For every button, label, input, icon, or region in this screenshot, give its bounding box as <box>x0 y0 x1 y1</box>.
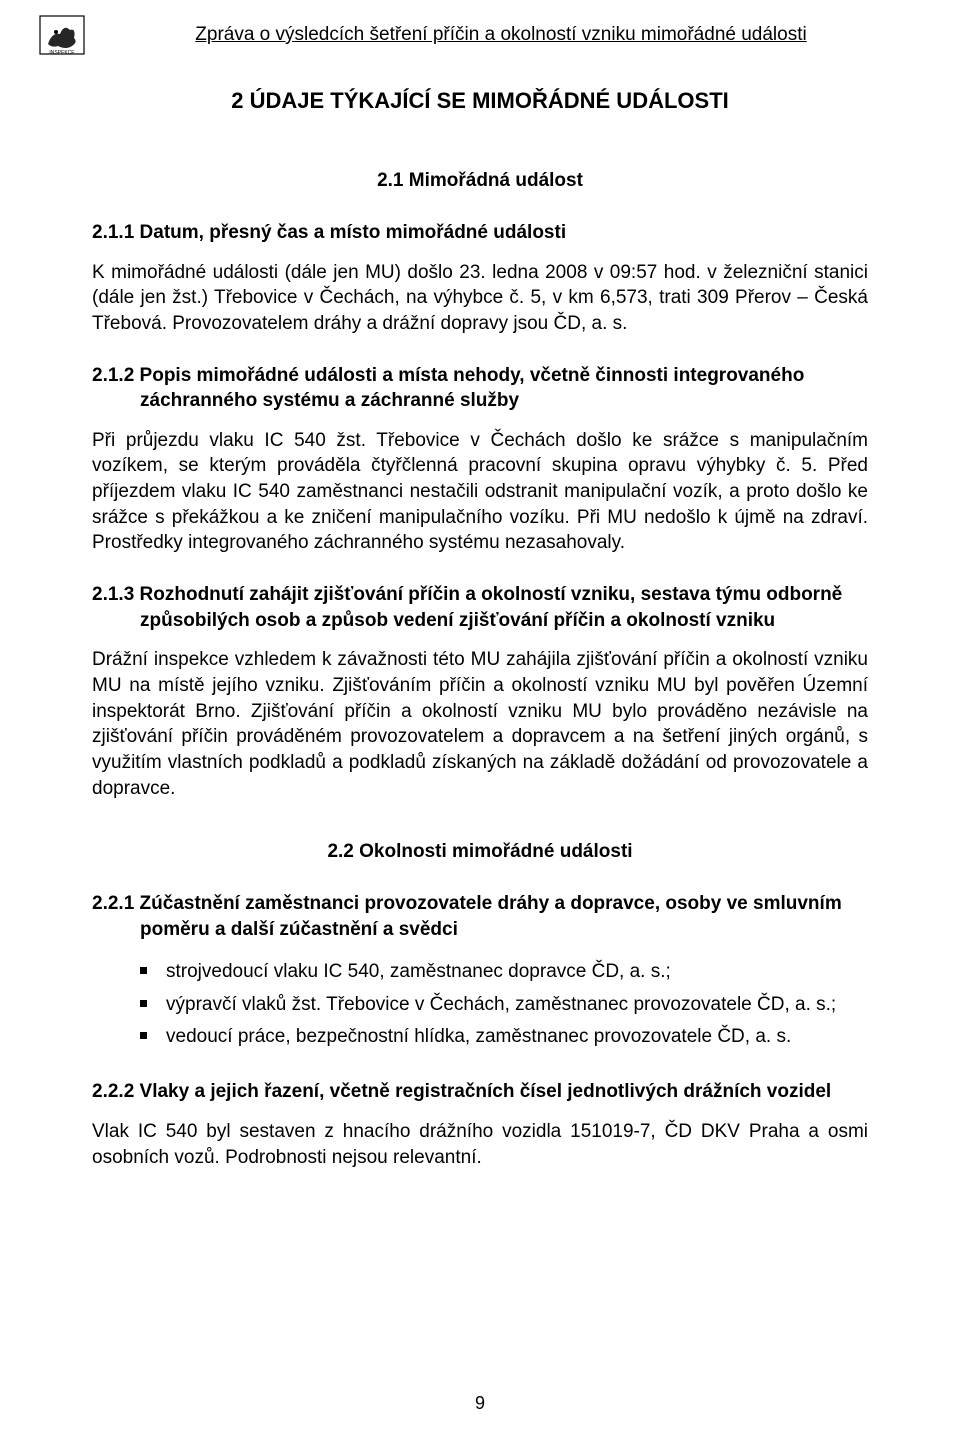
section-2-1-2-body: Při průjezdu vlaku IC 540 žst. Třebovice… <box>92 428 868 556</box>
heading-line: 2.1.3 Rozhodnutí zahájit zjišťování příč… <box>92 584 842 605</box>
section-2-1-3-body: Drážní inspekce vzhledem k závažnosti té… <box>92 647 868 801</box>
list-item: vedoucí práce, bezpečnostní hlídka, zamě… <box>140 1021 868 1053</box>
heading-line: 2.1.2 Popis mimořádné události a místa n… <box>92 365 804 386</box>
heading-line: způsobilých osob a způsob vedení zjišťov… <box>92 608 868 634</box>
page-header: INSPEKCE Zpráva o výsledcích šetření pří… <box>0 14 960 56</box>
page-content: 2 ÚDAJE TÝKAJÍCÍ SE MIMOŘÁDNÉ UDÁLOSTI 2… <box>92 88 868 1184</box>
heading-line: poměru a další zúčastnění a svědci <box>92 917 868 943</box>
section-2-2-1-title: 2.2.1 Zúčastnění zaměstnanci provozovate… <box>92 891 868 942</box>
section-2-2-2-body: Vlak IC 540 byl sestaven z hnacího drážn… <box>92 1119 868 1170</box>
section-2-1-2-title: 2.1.2 Popis mimořádné události a místa n… <box>92 363 868 414</box>
report-header-title: Zpráva o výsledcích šetření příčin a oko… <box>86 24 904 46</box>
svg-text:INSPEKCE: INSPEKCE <box>49 50 75 56</box>
section-2-1-3-title: 2.1.3 Rozhodnutí zahájit zjišťování příč… <box>92 582 868 633</box>
section-2-1-1-body: K mimořádné události (dále jen MU) došlo… <box>92 260 868 337</box>
section-2-2-title: 2.2 Okolnosti mimořádné události <box>92 841 868 863</box>
section-2-1-title: 2.1 Mimořádná událost <box>92 170 868 192</box>
section-2-1-1-title: 2.1.1 Datum, přesný čas a místo mimořádn… <box>92 220 868 246</box>
page-number: 9 <box>0 1393 960 1414</box>
heading-line: 2.2.1 Zúčastnění zaměstnanci provozovate… <box>92 893 842 914</box>
list-item: výpravčí vlaků žst. Třebovice v Čechách,… <box>140 989 868 1021</box>
section-2-title: 2 ÚDAJE TÝKAJÍCÍ SE MIMOŘÁDNÉ UDÁLOSTI <box>92 88 868 114</box>
participants-list: strojvedoucí vlaku IC 540, zaměstnanec d… <box>92 956 868 1053</box>
list-item: strojvedoucí vlaku IC 540, zaměstnanec d… <box>140 956 868 988</box>
heading-line: záchranného systému a záchranné služby <box>92 388 868 414</box>
agency-logo: INSPEKCE <box>38 14 86 56</box>
lion-emblem-icon: INSPEKCE <box>38 14 86 56</box>
section-2-2-2-title: 2.2.2 Vlaky a jejich řazení, včetně regi… <box>92 1079 868 1105</box>
